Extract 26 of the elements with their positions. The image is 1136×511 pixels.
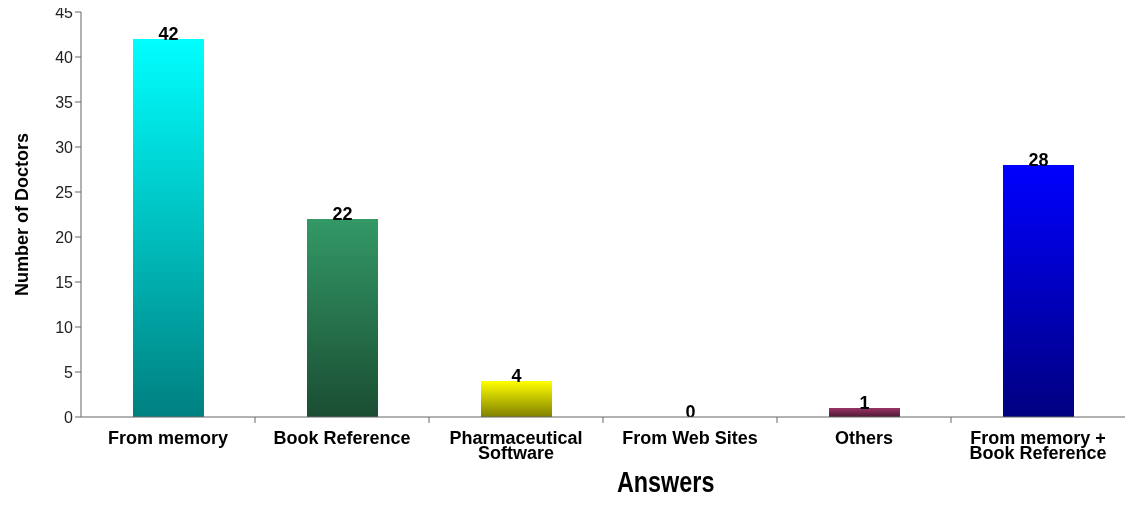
x-tick-label: Others [834, 428, 894, 448]
y-tick-label: 0 [64, 408, 74, 426]
y-tick-label: 30 [55, 138, 74, 156]
y-tick-label: 5 [64, 363, 74, 381]
y-tick-label: 15 [55, 273, 74, 291]
y-tick-label: 40 [55, 48, 74, 66]
bar [481, 381, 552, 417]
y-tick-label: 10 [55, 318, 74, 336]
x-tick-label: Book Reference [273, 428, 411, 448]
x-axis-title: Answers [616, 465, 715, 499]
data-label: 42 [158, 24, 179, 44]
x-tick-label: From Web Sites [622, 428, 758, 448]
y-tick-label: 25 [55, 183, 74, 201]
x-tick-label: Pharmaceutical Software [449, 428, 583, 463]
x-tick-label: From memory + Book Reference [969, 428, 1107, 463]
x-tick-label: From memory [107, 428, 229, 448]
y-tick-label: 20 [55, 228, 74, 246]
bar [307, 219, 378, 417]
data-label: 1 [859, 393, 870, 413]
bar [133, 39, 204, 417]
y-axis-title: Number of Doctors [12, 132, 32, 297]
data-label: 4 [511, 366, 522, 386]
data-label: 28 [1028, 150, 1049, 170]
data-label: 22 [332, 204, 353, 224]
bar [1003, 165, 1074, 417]
y-tick-label: 35 [55, 93, 74, 111]
